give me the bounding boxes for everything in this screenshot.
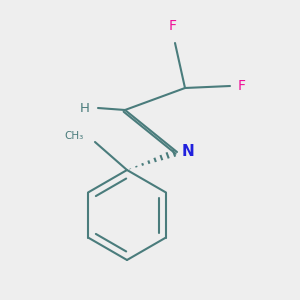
Text: F: F — [238, 79, 246, 93]
Text: CH₃: CH₃ — [65, 131, 84, 141]
Text: N: N — [182, 145, 195, 160]
Text: H: H — [80, 101, 90, 115]
Text: F: F — [169, 19, 177, 33]
